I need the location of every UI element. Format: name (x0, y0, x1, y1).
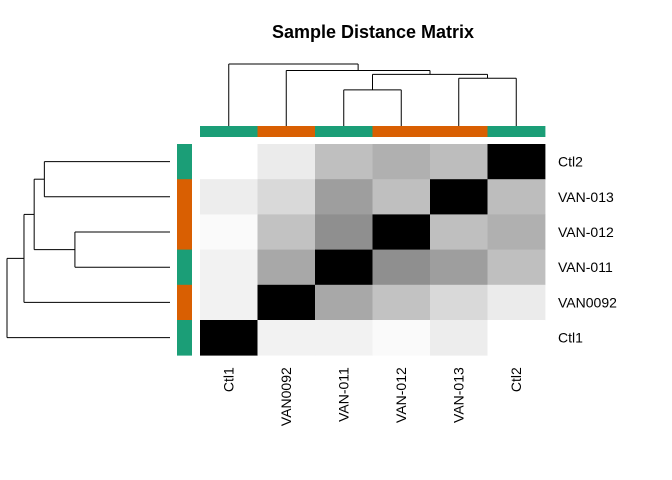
heatmap-cell (430, 284, 488, 321)
heatmap-cell (257, 144, 316, 180)
heatmap-cell (200, 320, 258, 356)
column-dendrogram (228, 63, 517, 126)
heatmap-cell (430, 214, 488, 250)
heatmap-cell (315, 214, 373, 250)
heatmap-cell (372, 284, 431, 321)
row-label: Ctl2 (558, 154, 583, 170)
row-annotation-cell (177, 284, 192, 321)
heatmap-cell (487, 144, 546, 180)
heatmap-cell (430, 320, 488, 356)
heatmap-cell (372, 214, 431, 250)
row-annotation-cell (177, 179, 192, 215)
heatmap-cell (200, 214, 258, 250)
heatmap-cell (315, 144, 373, 180)
column-annotation-cell (487, 126, 546, 137)
heatmap-cell (315, 179, 373, 215)
heatmap-cell (372, 179, 431, 215)
row-label: VAN0092 (558, 294, 617, 310)
row-annotation-cell (177, 144, 192, 180)
column-annotation-bar (200, 126, 546, 137)
heatmap-cell (430, 179, 488, 215)
row-annotation-cell (177, 214, 192, 250)
heatmap-cell (372, 320, 431, 356)
row-label: VAN-012 (558, 224, 614, 240)
heatmap-cell (487, 284, 546, 321)
column-annotation-cell (257, 126, 316, 137)
heatmap-cell (430, 249, 488, 286)
row-annotation-cell (177, 249, 192, 286)
heatmap-cell (430, 144, 488, 180)
heatmap-cell (372, 249, 431, 286)
heatmap-cell (487, 249, 546, 286)
column-label: Ctl1 (221, 367, 237, 392)
column-annotation-cell (430, 126, 488, 137)
row-label: Ctl1 (558, 330, 583, 346)
column-annotation-cell (372, 126, 431, 137)
heatmap-cell (200, 144, 258, 180)
heatmap-cell (200, 179, 258, 215)
heatmap-cell (315, 249, 373, 286)
row-annotation-cell (177, 320, 192, 356)
heatmap-cell (257, 249, 316, 286)
heatmap-cell (257, 320, 316, 356)
heatmap-cell (200, 249, 258, 286)
heatmap-cell (487, 320, 546, 356)
row-annotation-bar (177, 144, 192, 356)
row-labels: Ctl2 VAN-013 VAN-012 VAN-011 VAN0092 Ctl1 (558, 154, 617, 346)
heatmap-cell (257, 179, 316, 215)
column-label: Ctl2 (508, 367, 524, 392)
column-label: VAN-011 (336, 367, 352, 422)
heatmap-cells (200, 144, 546, 356)
heatmap-cell (315, 320, 373, 356)
heatmap-cell (257, 214, 316, 250)
column-label: VAN0092 (278, 367, 294, 426)
heatmap-cell (315, 284, 373, 321)
column-labels: Ctl1 VAN0092 VAN-011 VAN-012 VAN-013 Ctl2 (221, 367, 525, 426)
chart-title: Sample Distance Matrix (272, 22, 474, 42)
column-label: VAN-013 (451, 367, 467, 423)
column-annotation-cell (200, 126, 258, 137)
heatmap-cell (487, 179, 546, 215)
heatmap-cell (257, 284, 316, 321)
column-annotation-cell (315, 126, 373, 137)
heatmap-cell (372, 144, 431, 180)
column-label: VAN-012 (393, 367, 409, 423)
row-label: VAN-011 (558, 259, 613, 275)
heatmap-cell (200, 284, 258, 321)
row-dendrogram (6, 161, 170, 339)
row-label: VAN-013 (558, 189, 614, 205)
heatmap-cell (487, 214, 546, 250)
